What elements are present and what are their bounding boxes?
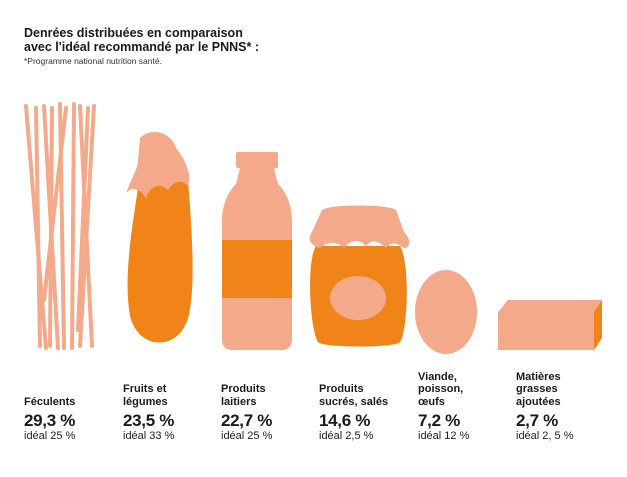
- category-label: Viande, poisson, œufs: [418, 370, 464, 408]
- milk-bottle-icon: [222, 152, 292, 350]
- pasta-icon: [24, 102, 96, 350]
- category-ideal: idéal 25 %: [221, 430, 273, 442]
- category-label: Produits laitiers: [221, 383, 266, 408]
- category-percent: 7,2 %: [418, 411, 460, 430]
- category-ideal: idéal 2, 5 %: [516, 430, 574, 442]
- category-percent: 23,5 %: [123, 411, 175, 430]
- title-line-2: avec l'idéal recommandé par le PNNS* :: [24, 40, 260, 54]
- page-title: Denrées distribuées en comparaison avec …: [24, 26, 304, 54]
- category-label: Féculents: [24, 395, 76, 408]
- category-viande-poisson-oeufs: Viande, poisson, œufs 7,2 % idéal 12 %: [418, 364, 518, 474]
- category-ideal: idéal 33 %: [123, 430, 175, 442]
- jam-jar-icon: [309, 205, 410, 347]
- category-label: Produits sucrés, salés: [319, 383, 389, 408]
- category-label: Matières grasses ajoutées: [516, 370, 561, 408]
- footnote: *Programme national nutrition santé.: [24, 56, 162, 66]
- category-produits-laitiers: Produits laitiers 22,7 % idéal 25 %: [221, 364, 321, 474]
- butter-icon: [498, 300, 602, 350]
- category-feculents: Féculents 29,3 % idéal 25 %: [24, 364, 124, 474]
- category-ideal: idéal 2,5 %: [319, 430, 374, 442]
- title-line-1: Denrées distribuées en comparaison: [24, 26, 243, 40]
- category-label: Fruits et légumes: [123, 383, 168, 408]
- category-matieres-grasses: Matières grasses ajoutées 2,7 % idéal 2,…: [516, 364, 616, 474]
- category-fruits-legumes: Fruits et légumes 23,5 % idéal 33 %: [123, 364, 223, 474]
- eggplant-icon: [126, 132, 193, 343]
- category-produits-sucres-sales: Produits sucrés, salés 14,6 % idéal 2,5 …: [319, 364, 419, 474]
- category-percent: 22,7 %: [221, 411, 273, 430]
- category-ideal: idéal 25 %: [24, 430, 76, 442]
- egg-icon: [415, 270, 477, 354]
- category-percent: 29,3 %: [24, 411, 76, 430]
- category-percent: 14,6 %: [319, 411, 371, 430]
- category-ideal: idéal 12 %: [418, 430, 470, 442]
- category-percent: 2,7 %: [516, 411, 558, 430]
